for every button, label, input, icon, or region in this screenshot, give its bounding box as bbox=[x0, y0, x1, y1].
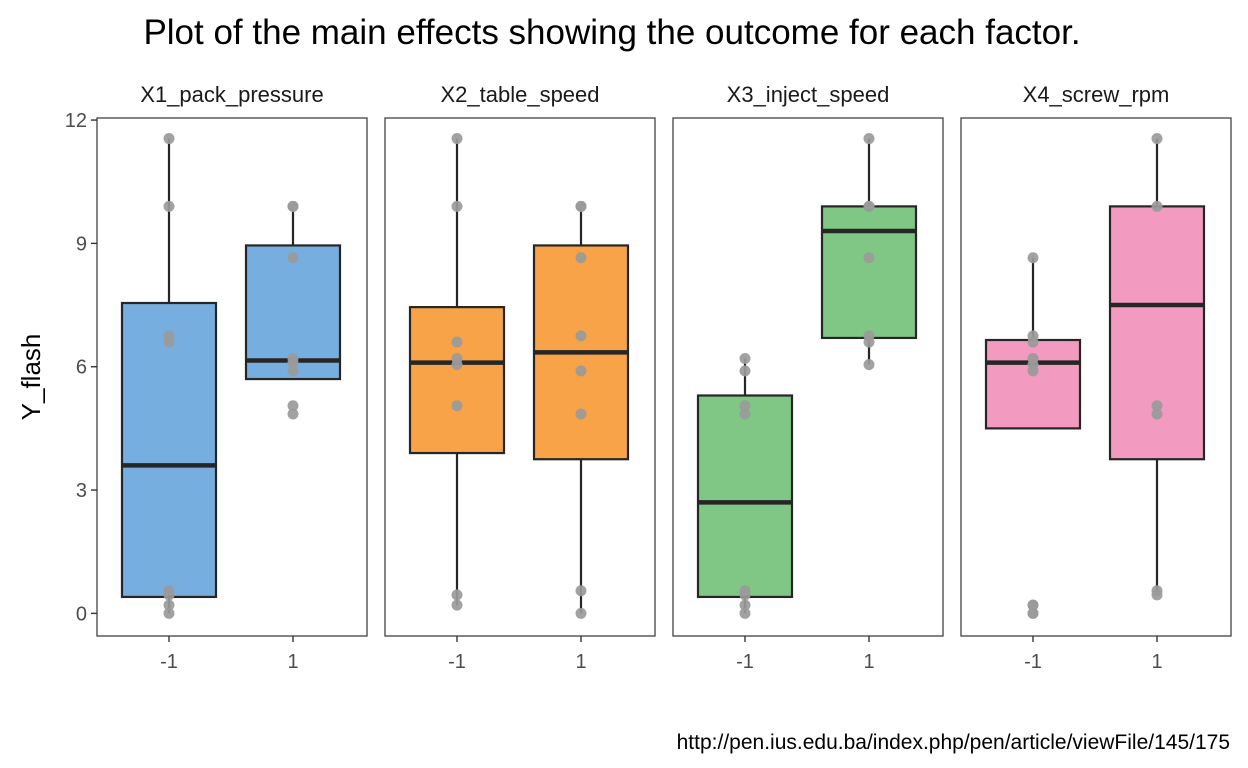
x-tick-label: 1 bbox=[1151, 651, 1162, 673]
data-point bbox=[1027, 252, 1039, 264]
x-tick-label: 1 bbox=[863, 651, 874, 673]
data-point bbox=[451, 200, 463, 212]
x-tick-label: -1 bbox=[1024, 651, 1042, 673]
data-point bbox=[1151, 408, 1163, 420]
y-tick-label: 9 bbox=[76, 233, 87, 255]
data-point bbox=[287, 252, 299, 264]
facet-label: X1_pack_pressure bbox=[140, 82, 323, 107]
data-point bbox=[575, 200, 587, 212]
data-point bbox=[575, 408, 587, 420]
data-point bbox=[739, 408, 751, 420]
facet-panels: X1_pack_pressure-1 1X2_table_speed-1 1X3_i… bbox=[96, 82, 1232, 673]
data-point bbox=[1151, 589, 1163, 601]
data-point bbox=[451, 336, 463, 348]
facet-panel: X3_inject_speed -1 1 bbox=[672, 82, 944, 673]
data-point bbox=[575, 607, 587, 619]
data-point bbox=[163, 589, 175, 601]
data-point bbox=[287, 357, 299, 369]
data-point bbox=[163, 336, 175, 348]
data-point bbox=[1027, 365, 1039, 377]
data-point bbox=[163, 607, 175, 619]
data-point bbox=[863, 200, 875, 212]
facet-label: X4_screw_rpm bbox=[1023, 82, 1170, 107]
data-point bbox=[1027, 599, 1039, 611]
data-point bbox=[575, 365, 587, 377]
box-group bbox=[820, 133, 918, 371]
data-point bbox=[575, 252, 587, 264]
data-point bbox=[287, 200, 299, 212]
data-point bbox=[163, 200, 175, 212]
x-tick-label: -1 bbox=[160, 651, 178, 673]
facet-panel: X1_pack_pressure -1 1 bbox=[96, 82, 368, 673]
x-tick-label: -1 bbox=[448, 651, 466, 673]
box bbox=[120, 301, 218, 599]
data-point bbox=[575, 585, 587, 597]
chart-title: Plot of the main effects showing the out… bbox=[143, 13, 1080, 52]
data-point bbox=[739, 599, 751, 611]
y-axis: 0 3 6 9 12 bbox=[65, 110, 97, 625]
y-tick-label: 12 bbox=[65, 110, 87, 132]
box-group bbox=[696, 353, 794, 619]
facet-label: X2_table_speed bbox=[440, 82, 599, 107]
data-point bbox=[1027, 336, 1039, 348]
y-tick-label: 0 bbox=[76, 603, 87, 625]
data-point bbox=[1151, 133, 1163, 145]
data-point bbox=[863, 133, 875, 145]
data-point bbox=[863, 252, 875, 264]
data-point bbox=[163, 133, 175, 145]
data-point bbox=[739, 365, 751, 377]
data-point bbox=[1151, 400, 1163, 412]
data-point bbox=[739, 607, 751, 619]
data-point bbox=[163, 599, 175, 611]
y-tick-label: 3 bbox=[76, 480, 87, 502]
data-point bbox=[287, 400, 299, 412]
box-group bbox=[244, 200, 342, 420]
y-axis-title: Y_flash bbox=[16, 334, 46, 421]
data-point bbox=[287, 408, 299, 420]
data-point bbox=[287, 365, 299, 377]
data-point bbox=[1151, 200, 1163, 212]
box-group bbox=[984, 252, 1082, 619]
data-point bbox=[1027, 607, 1039, 619]
data-point bbox=[863, 359, 875, 371]
x-tick-label: 1 bbox=[287, 651, 298, 673]
data-point bbox=[739, 589, 751, 601]
box-group bbox=[532, 200, 630, 619]
box-group bbox=[1108, 133, 1206, 601]
box-group bbox=[120, 133, 218, 619]
box-group bbox=[408, 133, 506, 611]
box bbox=[408, 306, 506, 455]
data-point bbox=[575, 330, 587, 342]
facet-label: X3_inject_speed bbox=[727, 82, 890, 107]
data-point bbox=[451, 359, 463, 371]
x-tick-label: 1 bbox=[575, 651, 586, 673]
x-tick-label: -1 bbox=[736, 651, 754, 673]
facet-panel: X4_screw_rpm -1 1 bbox=[960, 82, 1232, 673]
data-point bbox=[451, 133, 463, 145]
data-point bbox=[451, 589, 463, 601]
facet-panel: X2_table_speed -1 1 bbox=[384, 82, 656, 673]
data-point bbox=[739, 353, 751, 364]
y-tick-label: 6 bbox=[76, 357, 87, 379]
box bbox=[1108, 205, 1206, 461]
data-point bbox=[739, 400, 751, 412]
data-point bbox=[451, 400, 463, 412]
data-point bbox=[451, 599, 463, 611]
source-caption: http://pen.ius.edu.ba/index.php/pen/arti… bbox=[677, 731, 1230, 754]
data-point bbox=[863, 336, 875, 348]
box bbox=[820, 205, 918, 340]
box bbox=[696, 394, 794, 599]
